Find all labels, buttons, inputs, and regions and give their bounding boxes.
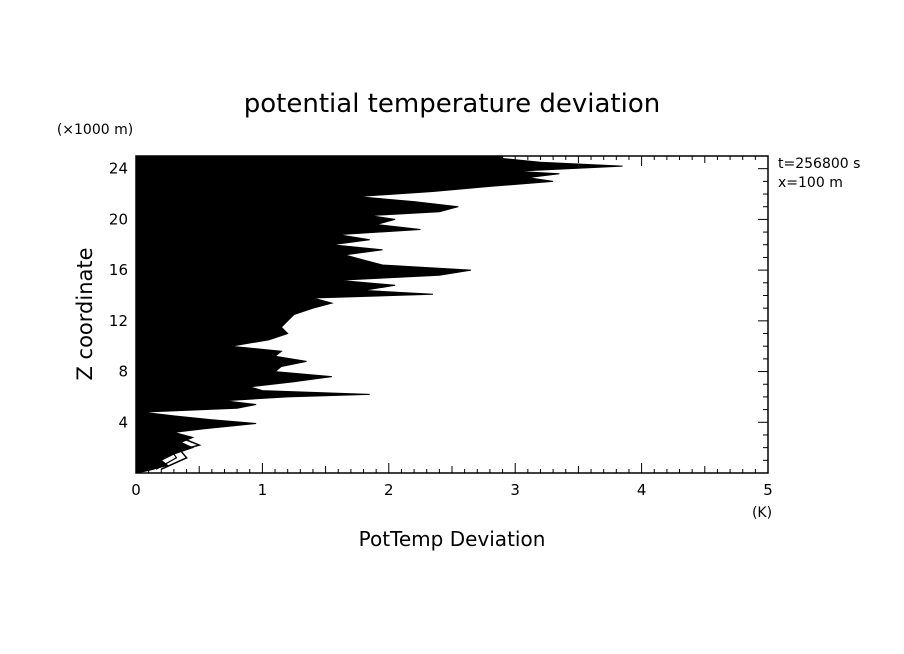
time-annotation: t=256800 s <box>778 156 860 172</box>
x-tick-label: 0 <box>131 481 141 499</box>
y-axis-label: Z coordinate <box>73 247 97 380</box>
y-tick-label: 24 <box>109 160 128 178</box>
x-position-annotation: x=100 m <box>778 175 843 191</box>
x-tick-label: 4 <box>637 481 647 499</box>
x-axis-label: PotTemp Deviation <box>359 527 546 551</box>
x-tick-label: 3 <box>510 481 520 499</box>
y-tick-label: 12 <box>109 312 128 330</box>
profile-outline-inner <box>155 434 189 470</box>
y-tick-label: 8 <box>118 363 128 381</box>
chart-title: potential temperature deviation <box>244 89 660 119</box>
x-tick-label: 2 <box>384 481 394 499</box>
x-tick-label: 5 <box>763 481 773 499</box>
y-axis-unit: (×1000 m) <box>57 122 133 138</box>
profile-fill <box>135 155 623 474</box>
x-tick-label: 1 <box>258 481 268 499</box>
x-axis-unit: (K) <box>752 505 772 521</box>
y-tick-label: 20 <box>109 210 128 228</box>
profile-outline <box>160 434 202 470</box>
y-tick-label: 16 <box>109 261 128 279</box>
y-tick-label: 4 <box>118 413 128 431</box>
